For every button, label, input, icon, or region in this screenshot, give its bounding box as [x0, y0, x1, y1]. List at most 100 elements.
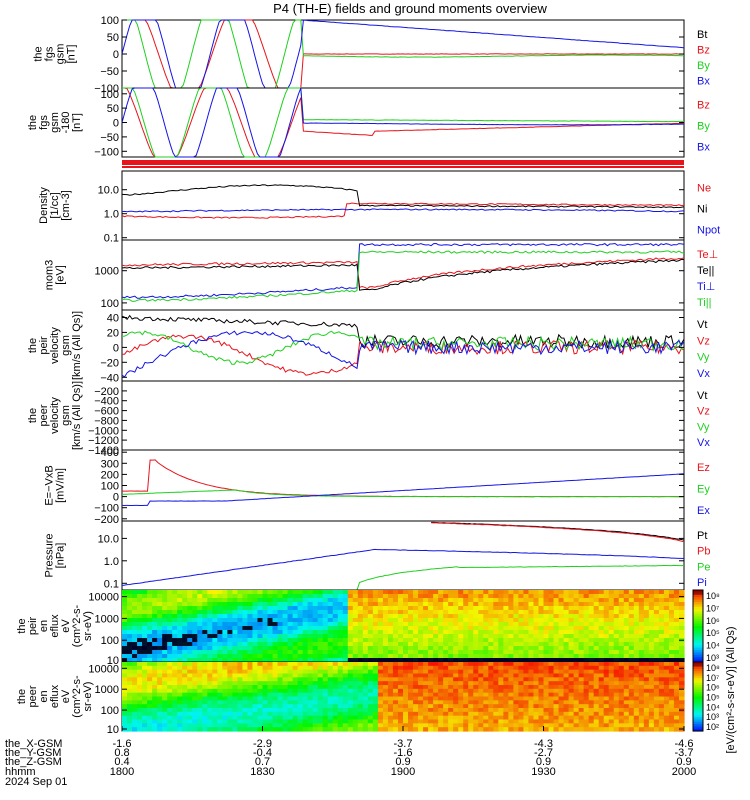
spectrogram-cell	[217, 590, 223, 595]
spectrogram-cell	[267, 681, 274, 686]
spectrogram-cell	[448, 638, 454, 643]
spectrogram-cell	[593, 642, 600, 647]
colorbar-tick-label: 10⁸	[706, 663, 720, 673]
y-axis-label: E=−VxB [mV/m]	[44, 465, 67, 505]
colorbar-swatch	[693, 597, 703, 601]
spectrogram-cell	[498, 696, 504, 701]
spectrogram-cell	[553, 654, 560, 659]
spectrogram-cell	[673, 723, 680, 728]
spectrogram-cell	[152, 727, 158, 732]
spectrogram-cell	[167, 708, 173, 713]
spectrogram-cell	[443, 658, 449, 663]
spectrogram-cell	[207, 630, 213, 635]
spectrogram-cell	[428, 626, 434, 631]
spectrogram-cell	[558, 708, 565, 713]
spectrogram-cell	[257, 696, 264, 701]
spectrogram-cell	[322, 685, 329, 690]
spectrogram-cell	[503, 630, 509, 635]
spectrogram-cell	[423, 650, 429, 655]
spectrogram-cell	[648, 719, 655, 724]
spectrogram-cell	[137, 618, 143, 623]
spectrogram-cell	[142, 598, 148, 603]
spectrogram-cell	[367, 662, 374, 667]
spectrogram-cell	[568, 700, 575, 705]
spectrogram-cell	[377, 642, 384, 647]
spectrogram-cell	[478, 642, 484, 647]
spectrogram-cell	[137, 711, 143, 717]
spectrogram-cell	[588, 626, 595, 631]
spectrogram-cell	[222, 654, 228, 659]
spectrogram-cell	[392, 673, 399, 678]
spectrogram-cell	[503, 594, 509, 599]
spectrogram-cell	[292, 662, 299, 667]
y-axis-label-line: eflux	[49, 614, 61, 638]
spectrogram-cell	[252, 662, 259, 667]
spectrogram-cell	[207, 590, 213, 595]
spectrogram-cell	[663, 727, 670, 732]
spectrogram-cell	[167, 727, 173, 732]
spectrogram-cell	[227, 654, 233, 659]
spectrogram-cell	[337, 598, 344, 603]
spectrogram-cell	[563, 618, 570, 623]
colorbar-label: [eV/(cm²-s-sr-eV)] (All Qs)	[725, 626, 737, 753]
spectrogram-cell	[277, 590, 284, 595]
spectrogram-cell	[277, 727, 284, 732]
spectrogram-cell	[563, 658, 570, 663]
spectrogram-cell	[583, 711, 590, 717]
y-tick-label: 10.0	[98, 533, 119, 545]
spectrogram-cell	[663, 626, 670, 631]
spectrogram-cell	[663, 602, 670, 607]
spectrogram-cell	[122, 618, 128, 623]
spectrogram-cell	[137, 662, 143, 667]
spectrogram-cell	[237, 673, 244, 678]
spectrogram-cell	[367, 665, 374, 671]
spectrogram-cell	[483, 634, 489, 639]
spectrogram-cell	[252, 723, 259, 728]
spectrogram-cell	[548, 715, 555, 721]
spectrogram-cell	[307, 622, 314, 627]
spectrogram-cell	[468, 692, 474, 698]
spectrogram-cell	[428, 594, 434, 599]
spectrogram-cell	[508, 594, 514, 599]
spectrogram-cell	[337, 590, 344, 595]
spectrogram-cell	[232, 715, 239, 721]
colorbar-tick-label: 10⁵	[706, 693, 720, 703]
spectrogram-cell	[307, 638, 314, 643]
spectrogram-cell	[132, 654, 138, 659]
spectrogram-cell	[498, 681, 504, 686]
spectrogram-cell	[553, 630, 560, 635]
spectrogram-cell	[633, 681, 640, 686]
spectrogram-cell	[418, 610, 424, 615]
spectrogram-cell	[147, 602, 153, 607]
spectrogram-cell	[372, 665, 379, 671]
spectrogram-cell	[307, 598, 314, 603]
spectrogram-cell	[483, 673, 489, 678]
spectrogram-cell	[428, 688, 434, 694]
spectrogram-cell	[643, 669, 650, 675]
spectrogram-cell	[247, 665, 254, 671]
spectrogram-cell	[458, 723, 464, 728]
spectrogram-cell	[277, 704, 284, 709]
spectrogram-cell	[538, 646, 545, 651]
spectrogram-cell	[448, 723, 454, 728]
spectrogram-cell	[653, 708, 660, 713]
spectrogram-cell	[217, 622, 223, 627]
spectrogram-cell	[548, 696, 555, 701]
spectrogram-cell	[648, 654, 655, 659]
spectrogram-cell	[377, 700, 384, 705]
spectrogram-cell	[523, 626, 530, 631]
spectrogram-cell	[563, 590, 570, 595]
spectrogram-cell	[377, 704, 384, 709]
spectrogram-cell	[217, 715, 223, 721]
spectrogram-cell	[302, 681, 309, 686]
spectrogram-cell	[653, 727, 660, 732]
spectrogram-cell	[678, 704, 685, 709]
spectrogram-cell	[473, 727, 479, 732]
spectrogram-cell	[212, 590, 218, 595]
spectrogram-cell	[638, 622, 645, 627]
y-tick-label: 10	[107, 724, 119, 736]
spectrogram-cell	[132, 681, 138, 686]
spectrogram-cell	[663, 719, 670, 724]
spectrogram-cell	[257, 622, 264, 627]
spectrogram-cell	[192, 688, 198, 694]
